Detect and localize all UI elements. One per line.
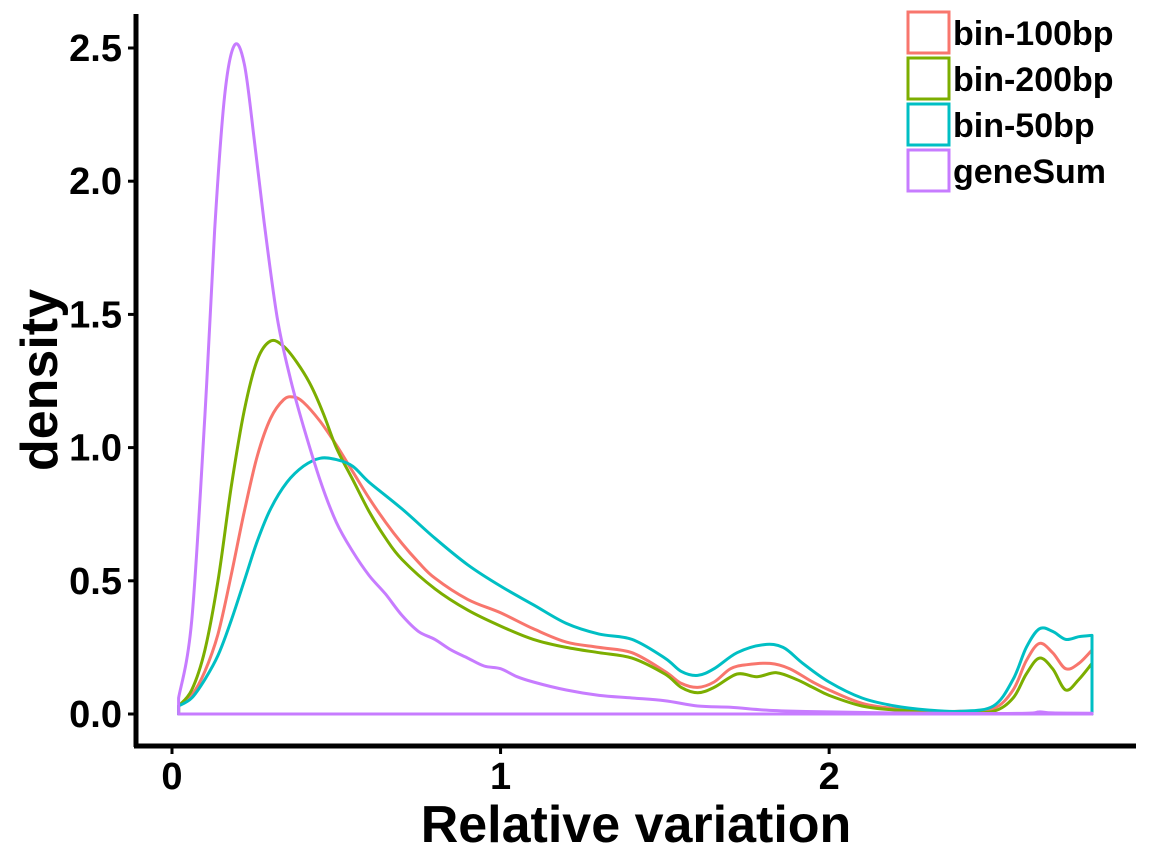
- y-tick-label: 2.5: [69, 28, 122, 70]
- density-line-bin-100bp: [177, 395, 1094, 716]
- legend-label: bin-50bp: [953, 107, 1095, 145]
- axes: [133, 14, 1136, 749]
- legend-key: [906, 10, 951, 55]
- y-axis-title: density: [11, 289, 69, 471]
- y-tick-label: 2.0: [69, 161, 122, 203]
- x-tick-label: 1: [490, 756, 511, 798]
- legend: bin-100bp bin-200bp bin-50bp geneSum: [906, 10, 1114, 193]
- density-line-bin-200bp: [177, 338, 1094, 716]
- density-line-bin-50bp: [177, 456, 1094, 716]
- y-tick-label: 1.5: [69, 294, 122, 336]
- legend-key: [906, 102, 951, 147]
- y-tick-label: 0.0: [69, 694, 122, 736]
- x-tick-label: 2: [819, 756, 840, 798]
- legend-label: geneSum: [953, 153, 1106, 191]
- x-axis-title: Relative variation: [421, 796, 852, 854]
- ticks: 0.0 0.5 1.0 1.5 2.0 2.5 0 1 2: [69, 28, 840, 798]
- legend-key: [906, 56, 951, 101]
- density-line-geneSum: [177, 42, 1094, 716]
- x-tick-label: 0: [161, 756, 182, 798]
- legend-label: bin-200bp: [953, 61, 1114, 99]
- legend-label: bin-100bp: [953, 15, 1114, 53]
- y-tick-label: 0.5: [69, 561, 122, 603]
- series-lines: [177, 42, 1094, 716]
- legend-key: [906, 148, 951, 193]
- y-tick-label: 1.0: [69, 428, 122, 470]
